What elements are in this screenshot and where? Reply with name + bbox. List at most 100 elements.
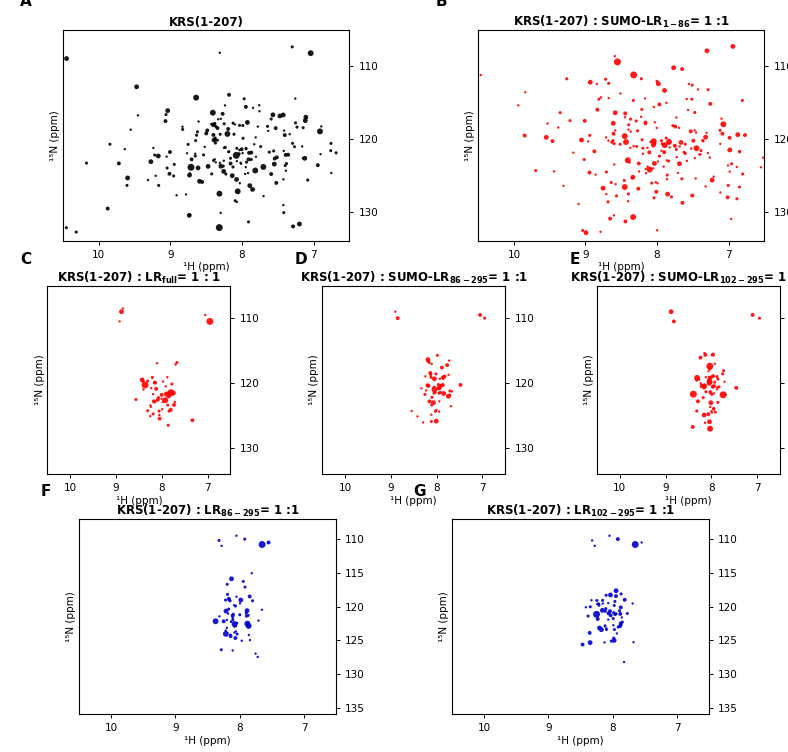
Point — [478, 312, 491, 324]
Y-axis label: ¹⁵N (ppm): ¹⁵N (ppm) — [466, 110, 475, 161]
Point — [162, 399, 174, 411]
Point — [80, 157, 93, 169]
Point — [583, 129, 596, 141]
Point — [623, 156, 636, 168]
Point — [614, 608, 626, 620]
Point — [208, 134, 221, 146]
Point — [589, 540, 601, 552]
Point — [619, 181, 631, 193]
Point — [622, 188, 634, 200]
Point — [315, 120, 328, 132]
Point — [697, 135, 709, 147]
Point — [121, 172, 134, 184]
Point — [222, 146, 235, 158]
Point — [202, 160, 214, 172]
Point — [604, 609, 617, 621]
Point — [330, 147, 343, 159]
Point — [590, 595, 603, 607]
Point — [606, 136, 619, 148]
Point — [210, 120, 222, 132]
Point — [219, 141, 232, 153]
Point — [169, 396, 181, 408]
Point — [699, 131, 712, 143]
Point — [156, 403, 169, 415]
Point — [670, 144, 682, 156]
Point — [596, 605, 608, 617]
Point — [708, 358, 721, 370]
Point — [214, 160, 227, 172]
Point — [678, 146, 690, 158]
Point — [253, 105, 266, 117]
Title: KRS(1-207) : SUMO-LR$_{\mathregular{1-86}}$= 1 :1: KRS(1-207) : SUMO-LR$_{\mathregular{1-86… — [513, 14, 730, 30]
Point — [434, 387, 447, 399]
Point — [217, 141, 230, 153]
Point — [600, 73, 612, 85]
Point — [615, 588, 627, 600]
Point — [685, 126, 697, 138]
Point — [241, 605, 254, 617]
Point — [600, 623, 613, 635]
Point — [694, 352, 707, 364]
Point — [299, 114, 311, 126]
Point — [707, 370, 719, 382]
Point — [721, 191, 734, 203]
Point — [626, 211, 639, 223]
Point — [240, 156, 253, 168]
Point — [229, 600, 242, 612]
Point — [145, 382, 158, 394]
Point — [280, 149, 292, 161]
Point — [226, 644, 239, 656]
Point — [284, 128, 296, 140]
Point — [217, 108, 229, 120]
Point — [774, 147, 786, 159]
Point — [593, 622, 606, 634]
Point — [165, 404, 177, 416]
Y-axis label: ¹⁵N (ppm): ¹⁵N (ppm) — [439, 591, 449, 642]
Point — [599, 620, 611, 632]
Point — [237, 575, 250, 587]
Text: C: C — [20, 252, 31, 267]
Point — [432, 378, 444, 390]
Point — [240, 101, 252, 113]
Point — [554, 107, 567, 119]
Point — [676, 63, 689, 75]
Point — [270, 177, 283, 189]
Point — [392, 312, 404, 324]
Point — [247, 102, 259, 114]
Point — [670, 111, 682, 123]
Point — [651, 75, 663, 87]
Point — [608, 159, 621, 171]
Point — [239, 533, 251, 545]
Point — [242, 216, 255, 228]
Point — [428, 373, 440, 385]
Point — [660, 132, 672, 144]
Point — [512, 99, 525, 111]
Point — [211, 134, 224, 146]
Point — [474, 69, 487, 81]
Point — [701, 127, 713, 139]
Point — [575, 134, 588, 146]
Point — [425, 371, 437, 384]
Point — [221, 588, 234, 600]
Point — [428, 387, 440, 399]
Point — [594, 226, 607, 238]
Point — [608, 599, 621, 611]
Point — [165, 387, 177, 399]
Point — [153, 409, 165, 421]
Point — [639, 117, 652, 129]
Point — [636, 134, 649, 146]
Point — [229, 620, 242, 632]
Point — [639, 163, 652, 175]
Point — [613, 605, 626, 617]
Point — [695, 144, 708, 156]
Point — [286, 41, 299, 53]
Point — [160, 388, 173, 400]
Point — [736, 95, 749, 107]
Point — [624, 142, 637, 154]
Point — [177, 121, 189, 133]
Point — [779, 132, 788, 144]
Point — [293, 218, 306, 230]
Point — [115, 305, 128, 317]
Point — [245, 153, 258, 165]
Point — [618, 656, 630, 668]
